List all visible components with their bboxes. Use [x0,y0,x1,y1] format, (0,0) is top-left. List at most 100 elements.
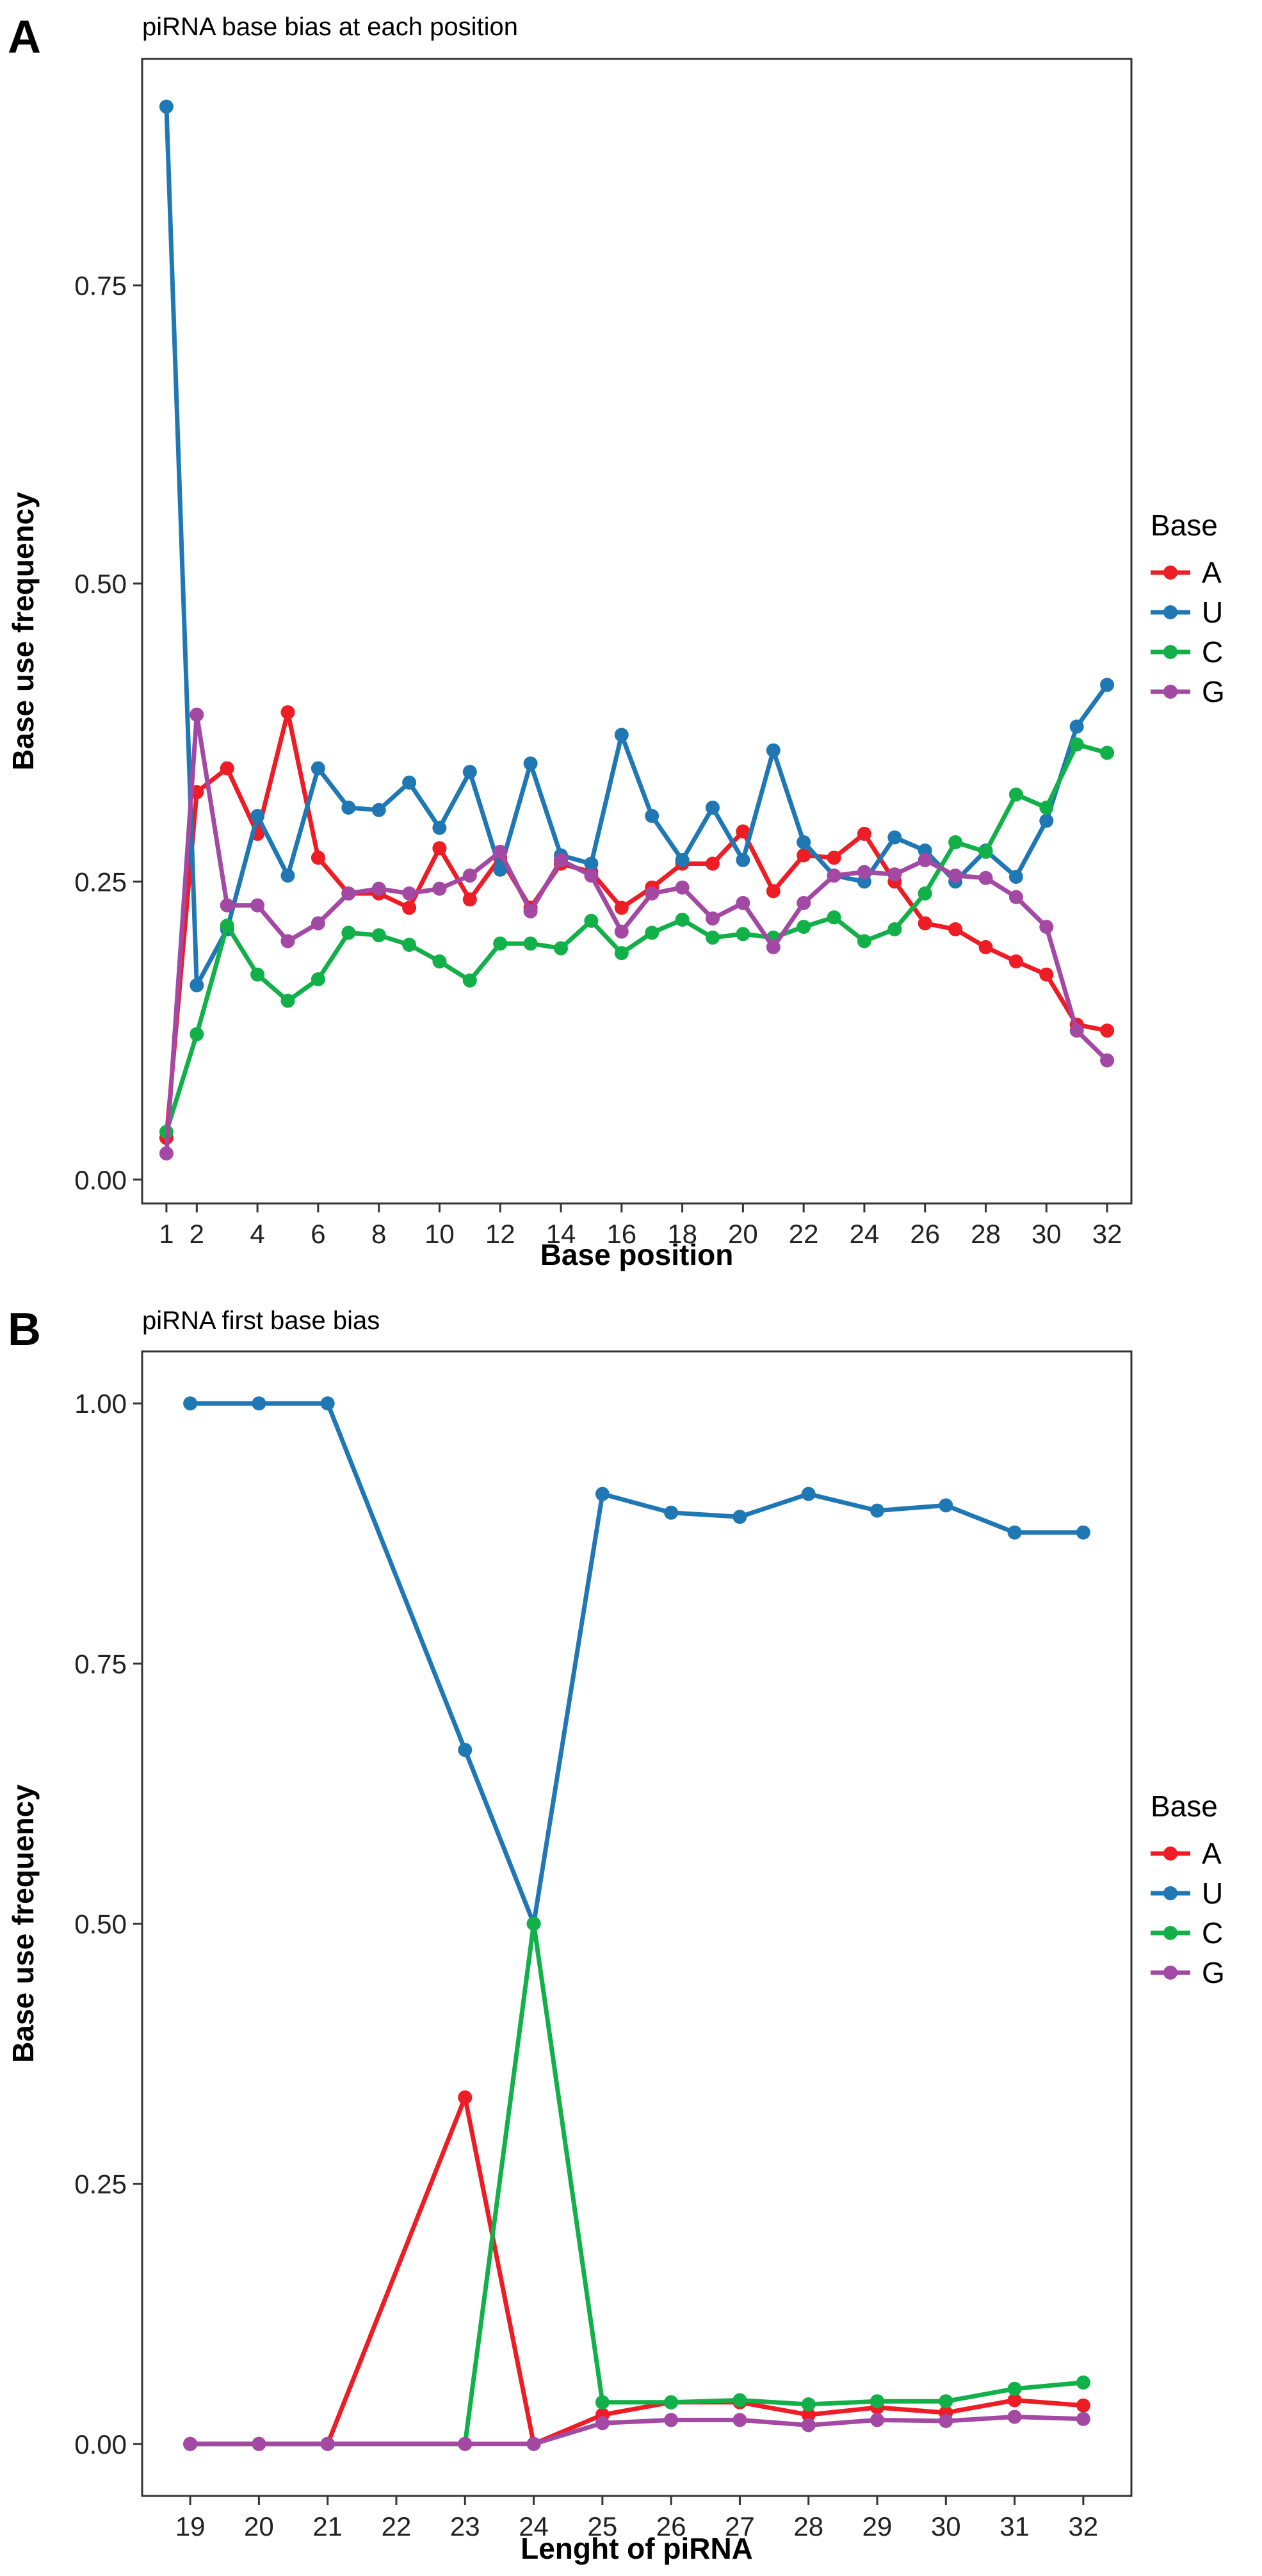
legend-swatch-dot [1163,605,1177,619]
data-point-C [311,972,325,986]
panel-label: B [8,1304,41,1355]
data-point-C [887,922,902,936]
data-point-G [554,852,568,867]
data-point-U [706,801,720,815]
data-point-C [706,930,720,945]
data-point-G [939,2414,953,2428]
series-G [159,707,1115,1161]
plot-frame [141,1350,1133,2497]
data-point-G [801,2418,816,2433]
data-point-G [1008,890,1023,904]
x-tick-label: 16 [606,1219,636,1249]
data-point-C [371,928,386,943]
x-tick-label: 25 [587,2511,617,2541]
data-point-U [280,868,295,883]
data-point-C [736,927,750,942]
x-tick-label: 19 [175,2511,206,2541]
data-point-G [766,940,781,954]
data-point-U [584,856,599,871]
data-point-C [1076,2375,1090,2390]
data-point-C [1069,737,1084,752]
data-point-U [341,801,356,815]
data-point-U [458,1743,473,1757]
legend-label: C [1202,635,1223,669]
legend-swatch-dot [1163,1886,1177,1900]
data-point-C [827,910,841,925]
data-point-G [664,2413,679,2427]
data-point-U [1007,1525,1022,1540]
data-point-C [595,2395,610,2409]
data-point-C [645,925,659,940]
y-tick-label: 0.00 [74,1165,127,1195]
legend-swatch-dot [1163,566,1177,580]
data-point-U [939,1498,953,1513]
x-tick-label: 26 [656,2511,686,2541]
data-point-G [493,844,508,859]
x-tick-label: 29 [862,2511,893,2541]
data-point-U [252,1396,266,1411]
data-point-G [1039,920,1054,934]
data-point-U [766,743,781,758]
data-point-A [280,705,295,720]
data-point-G [827,868,841,883]
data-point-G [870,2413,884,2427]
plot-frame [141,58,1133,1205]
data-point-U [1076,1525,1090,1540]
series-line-C [164,742,1108,1133]
data-point-U [736,852,750,867]
data-point-G [341,886,356,901]
data-point-A [918,916,932,931]
data-point-G [250,898,265,913]
data-point-C [978,844,993,859]
data-point-A [614,901,629,915]
legend-label: G [1202,1956,1225,1989]
data-point-U [250,809,265,823]
data-point-G [595,2416,610,2431]
data-point-G [1100,1053,1115,1068]
x-tick-label: 23 [450,2511,480,2541]
legend-swatch-dot [1163,685,1177,699]
data-point-C [341,925,356,940]
x-tick-label: 24 [519,2511,549,2541]
data-point-A [402,901,417,915]
data-point-G [887,867,902,882]
data-point-G [252,2436,266,2451]
data-point-U [190,978,204,993]
x-tick-label: 22 [789,1219,819,1249]
data-point-C [801,2397,816,2411]
data-point-G [978,870,993,885]
data-point-U [311,761,325,776]
data-point-A [766,884,781,899]
data-point-G [948,868,963,883]
data-point-C [493,936,508,951]
y-tick-label: 0.25 [74,2169,127,2199]
y-tick-label: 1.00 [74,1389,127,1419]
x-tick-label: 10 [425,1219,455,1249]
data-point-A [1007,2393,1022,2408]
data-point-A [978,940,993,954]
legend-label: C [1202,1916,1223,1950]
data-point-A [797,848,811,863]
data-point-G [1069,1023,1084,1038]
legend-title: Base [1151,1789,1218,1823]
data-point-U [595,1487,610,1501]
data-point-C [664,2395,679,2409]
data-point-C [870,2394,884,2409]
x-tick-label: 30 [931,2511,961,2541]
data-point-G [584,868,599,883]
x-tick-label: 2 [190,1219,204,1249]
data-point-A [1039,967,1054,982]
data-point-U [732,1510,747,1524]
data-point-C [1039,801,1054,815]
legend-label: A [1202,556,1222,589]
y-axis-label: Base use frequency [6,1784,40,2063]
data-point-A [1076,2398,1090,2413]
data-point-A [736,824,750,839]
data-point-U [870,1503,884,1518]
data-point-U [371,803,386,817]
chart-title: piRNA base bias at each position [142,13,518,41]
legend-label: G [1202,675,1225,708]
